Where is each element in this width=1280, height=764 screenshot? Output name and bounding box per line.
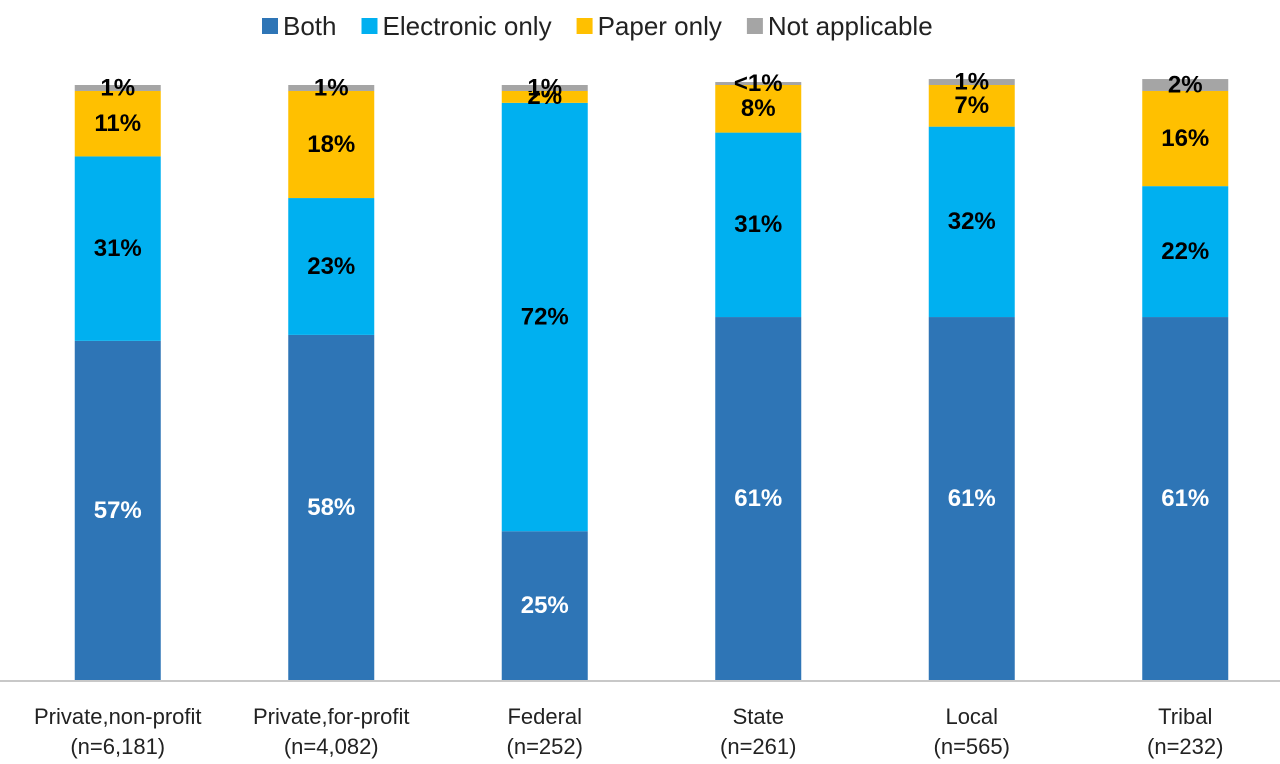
value-label: <1%: [734, 70, 783, 97]
x-tick-label: (n=6,181): [70, 734, 165, 759]
value-label: 72%: [521, 303, 569, 330]
bar-segment: [74, 85, 161, 91]
value-label: 7%: [954, 92, 989, 119]
value-label: 32%: [948, 208, 996, 235]
bar-segment: [288, 85, 375, 91]
value-label: 61%: [948, 485, 996, 512]
x-tick-label: (n=4,082): [284, 734, 379, 759]
legend-label: Not applicable: [768, 11, 933, 41]
bar-segment: [1142, 186, 1229, 318]
value-label: 1%: [954, 68, 989, 95]
legend-swatch: [361, 18, 378, 34]
value-label: 61%: [1161, 485, 1209, 512]
value-label: 2%: [1168, 71, 1203, 98]
bar-segment: [928, 126, 1015, 318]
value-label: 58%: [307, 494, 355, 521]
bar-segment: [288, 198, 375, 335]
value-label: 1%: [314, 74, 349, 101]
bar-segment: [501, 102, 588, 532]
bar-segment: [288, 334, 375, 680]
legend-swatch: [746, 18, 763, 34]
x-tick-label: (n=232): [1147, 734, 1223, 759]
bar-segment: [1142, 79, 1229, 91]
legend-label: Paper only: [598, 11, 722, 41]
value-label: 61%: [734, 485, 782, 512]
value-label: 31%: [94, 235, 142, 262]
value-label: 31%: [734, 211, 782, 238]
bar-segment: [74, 90, 161, 157]
bar-segment: [288, 90, 375, 199]
value-label: 1%: [100, 74, 135, 101]
bar-segment: [928, 85, 1015, 127]
value-label: 16%: [1161, 125, 1209, 152]
legend-swatch: [262, 18, 278, 34]
x-tick-label: Federal: [507, 704, 582, 729]
bar-segment: [501, 90, 588, 103]
value-label: 1%: [527, 74, 562, 101]
x-tick-label: Private,non-profit: [34, 704, 202, 729]
bar-segment: [715, 317, 802, 680]
bar-segment: [501, 85, 588, 91]
bar-segment: [928, 317, 1015, 680]
value-label: 11%: [94, 110, 141, 137]
x-tick-label: (n=252): [507, 734, 583, 759]
bar-segment: [928, 79, 1015, 85]
x-tick-label: (n=261): [720, 734, 796, 759]
bar-segment: [1142, 90, 1229, 187]
x-tick-label: Private,for-profit: [253, 704, 410, 729]
bar-segment: [74, 340, 161, 680]
bar-segment: [74, 156, 161, 341]
value-label: 18%: [307, 131, 355, 158]
bar-segment: [501, 531, 588, 680]
x-tick-label: Tribal: [1158, 704, 1212, 729]
bar-segment: [1142, 317, 1229, 680]
x-tick-label: Local: [945, 704, 998, 729]
legend-label: Both: [283, 11, 337, 41]
bar-segment: [715, 85, 802, 133]
value-label: 25%: [521, 592, 569, 619]
value-label: 22%: [1161, 238, 1209, 265]
value-label: 57%: [94, 497, 142, 524]
x-tick-label: (n=565): [934, 734, 1010, 759]
legend-label: Electronic only: [383, 11, 552, 41]
x-tick-label: State: [733, 704, 784, 729]
value-label: 23%: [307, 253, 355, 280]
legend-swatch: [576, 18, 593, 34]
value-label: 8%: [741, 95, 776, 122]
bar-segment: [715, 82, 802, 85]
bar-segment: [715, 132, 802, 318]
